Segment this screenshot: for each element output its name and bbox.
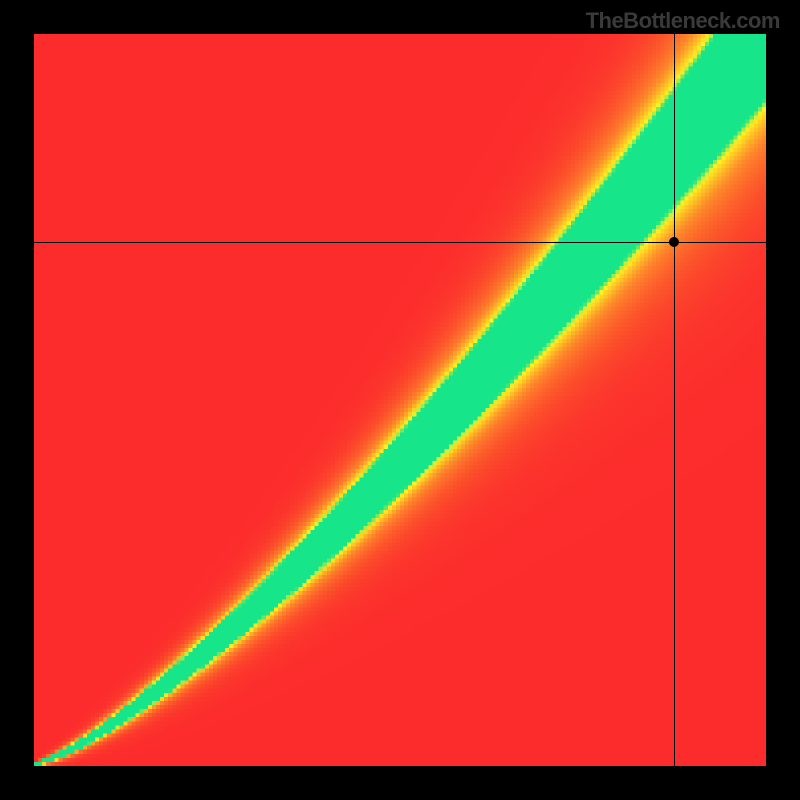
watermark-text: TheBottleneck.com xyxy=(586,8,780,34)
bottleneck-heatmap xyxy=(34,34,766,766)
crosshair-horizontal xyxy=(34,242,766,243)
heatmap-canvas xyxy=(34,34,766,766)
selection-marker xyxy=(669,237,679,247)
crosshair-vertical xyxy=(674,34,675,766)
